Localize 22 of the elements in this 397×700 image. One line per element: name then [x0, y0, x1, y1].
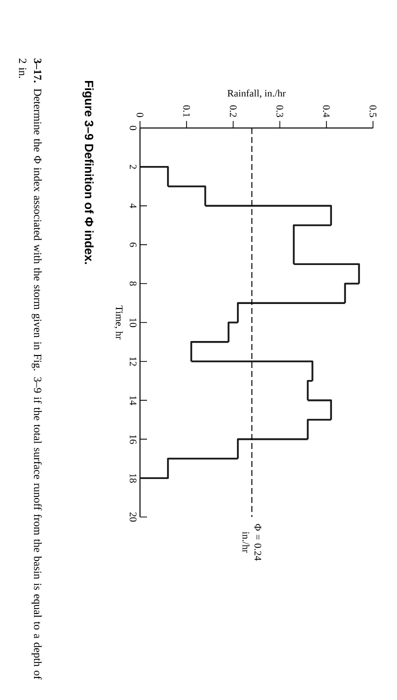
y-tick-label: 14 — [130, 396, 136, 406]
x-tick-label: 0.4 — [323, 105, 330, 118]
x-tick-label: 0 — [136, 112, 144, 118]
y-axis-title: Time, hr — [114, 306, 123, 340]
x-tick-label: 0.3 — [276, 105, 284, 118]
y-tick-label: 16 — [130, 435, 136, 444]
y-tick-label: 12 — [130, 357, 136, 366]
x-tick-label: 0.2 — [230, 105, 237, 117]
y-tick-label: 8 — [130, 281, 136, 286]
y-tick-label: 0 — [130, 126, 136, 130]
x-tick-label: 0.1 — [183, 105, 190, 117]
x-axis-title: Rainfall, in./hr — [227, 90, 286, 98]
text: 3–17. Determine the Φ index associated with the storm given in Fig. 3–9 if the total surface runoff from the basin is equal to a depth of 2 in. — [18, 58, 42, 680]
text: Figure 3–9 Definition of Φ index. — [82, 80, 94, 264]
y-tick-label: 2 — [130, 164, 136, 169]
x-tick-label: 0.5 — [370, 105, 376, 118]
y-tick-label: 6 — [130, 242, 136, 247]
y-tick-label: 4 — [130, 203, 136, 208]
ref-line-label: Φ = 0.24 in./hr — [242, 524, 262, 561]
y-tick-label: 18 — [130, 474, 136, 483]
y-tick-label: 20 — [130, 512, 136, 522]
y-tick-label: 10 — [130, 318, 136, 328]
